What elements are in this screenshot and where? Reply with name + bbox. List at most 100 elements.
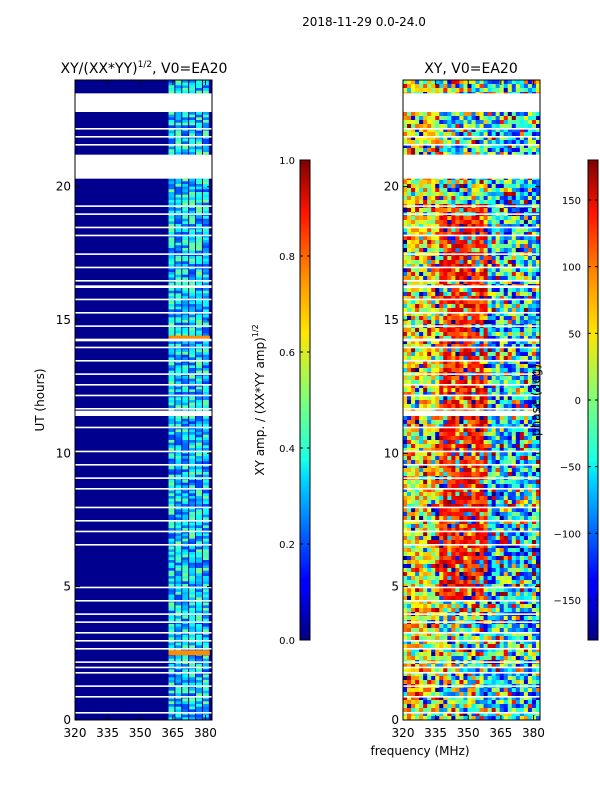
heatmap-cell	[196, 578, 202, 582]
heatmap-cell	[403, 116, 408, 121]
heatmap-cell	[403, 288, 408, 293]
heatmap-cell	[419, 392, 424, 397]
heatmap-cell	[519, 272, 525, 277]
heatmap-cell	[467, 408, 472, 413]
heatmap-cell	[527, 184, 533, 189]
heatmap-cell	[495, 440, 501, 445]
heatmap-cell	[415, 332, 420, 337]
heatmap-cell	[487, 272, 493, 277]
heatmap-cell	[443, 480, 448, 485]
heatmap-cell	[471, 304, 476, 309]
heatmap-cell	[531, 436, 537, 441]
heatmap-cell	[431, 376, 436, 381]
heatmap-cell	[487, 192, 493, 197]
heatmap-cell	[447, 344, 452, 349]
heatmap-cell	[511, 416, 517, 421]
heatmap-cell	[189, 402, 196, 406]
heatmap-cell	[196, 501, 202, 505]
heatmap-cell	[403, 264, 408, 269]
heatmap-cell	[511, 424, 517, 429]
heatmap-cell	[447, 148, 452, 153]
heatmap-cell	[475, 408, 480, 413]
heatmap-cell	[189, 714, 196, 718]
heatmap-cell	[196, 349, 202, 353]
heatmap-cell	[491, 300, 497, 305]
heatmap-cell	[415, 380, 420, 385]
data-gap-line	[75, 685, 212, 687]
heatmap-cell	[189, 592, 196, 596]
heatmap-cell	[423, 232, 428, 237]
heatmap-cell	[451, 332, 456, 337]
heatmap-cell	[467, 304, 472, 309]
heatmap-cell	[503, 300, 509, 305]
heatmap-cell	[415, 120, 420, 125]
heatmap-cell	[535, 444, 540, 449]
heatmap-cell	[168, 328, 175, 332]
heatmap-cell	[182, 146, 189, 150]
heatmap-cell	[403, 84, 408, 89]
heatmap-cell	[411, 88, 416, 93]
heatmap-cell	[463, 232, 468, 237]
heatmap-cell	[175, 130, 182, 134]
heatmap-cell	[463, 468, 468, 473]
heatmap-cell	[523, 136, 529, 141]
heatmap-cell	[431, 440, 436, 445]
heatmap-cell	[479, 88, 484, 93]
heatmap-cell	[455, 312, 460, 317]
heatmap-cell	[407, 288, 412, 293]
heatmap-cell	[511, 124, 517, 129]
heatmap-cell	[439, 228, 444, 233]
heatmap-cell	[419, 228, 424, 233]
heatmap-cell	[189, 597, 196, 601]
colorbar-tick-label: 0.2	[279, 540, 295, 551]
heatmap-cell	[495, 264, 501, 269]
heatmap-cell	[507, 464, 513, 469]
heatmap-cell	[459, 392, 464, 397]
heatmap-cell	[531, 360, 537, 365]
heatmap-cell	[483, 264, 489, 269]
heatmap-cell	[527, 352, 533, 357]
heatmap-cell	[459, 192, 464, 197]
heatmap-cell	[423, 196, 428, 201]
data-gap-line	[75, 312, 212, 314]
heatmap-cell	[531, 272, 537, 277]
heatmap-cell	[531, 440, 537, 445]
heatmap-cell	[475, 332, 480, 337]
heatmap-cell	[483, 452, 489, 457]
heatmap-cell	[407, 376, 412, 381]
heatmap-cell	[451, 396, 456, 401]
heatmap-cell	[175, 437, 182, 441]
heatmap-cell	[443, 360, 448, 365]
heatmap-cell	[411, 220, 416, 225]
heatmap-cell	[175, 501, 182, 505]
heatmap-cell	[202, 554, 209, 558]
heatmap-cell	[471, 428, 476, 433]
heatmap-cell	[189, 202, 196, 206]
heatmap-cell	[531, 432, 537, 437]
heatmap-cell	[168, 309, 175, 313]
heatmap-cell	[487, 392, 493, 397]
heatmap-cell	[511, 328, 517, 333]
heatmap-cell	[182, 322, 189, 326]
heatmap-cell	[189, 306, 196, 310]
heatmap-cell	[202, 322, 209, 326]
heatmap-cell	[475, 424, 480, 429]
heatmap-cell	[419, 88, 424, 93]
heatmap-cell	[535, 268, 540, 273]
heatmap-cell	[447, 116, 452, 121]
heatmap-cell	[459, 276, 464, 281]
heatmap-cell	[175, 224, 182, 228]
amplitude-plot-frame	[74, 79, 213, 721]
heatmap-cell	[459, 140, 464, 145]
heatmap-cell	[407, 388, 412, 393]
heatmap-cell	[447, 228, 452, 233]
heatmap-cell	[487, 404, 493, 409]
heatmap-cell	[459, 416, 464, 421]
heatmap-cell	[411, 472, 416, 477]
heatmap-cell	[407, 320, 412, 325]
heatmap-cell	[463, 400, 468, 405]
heatmap-cell	[415, 328, 420, 333]
heatmap-cell	[471, 80, 476, 85]
heatmap-cell	[447, 472, 452, 477]
heatmap-cell	[535, 132, 540, 137]
